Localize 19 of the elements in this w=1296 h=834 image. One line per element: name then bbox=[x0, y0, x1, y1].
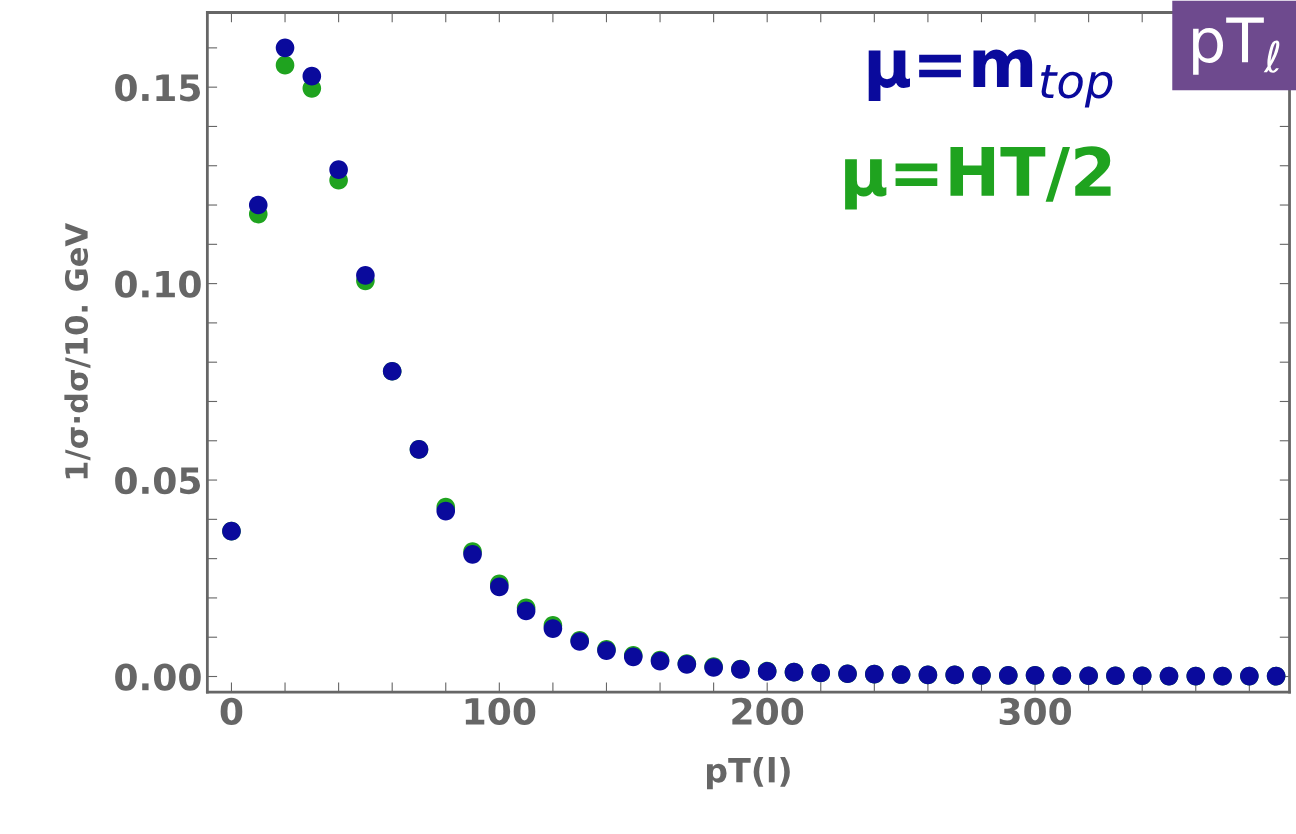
y-tick-label: 0.15 bbox=[115, 74, 200, 102]
text: μ=HT/2 bbox=[845, 146, 1111, 210]
x-axis-title: pT(l) bbox=[706, 757, 790, 790]
point bbox=[329, 160, 348, 179]
x-tick-label: 0 bbox=[220, 697, 243, 726]
annotation: pT$_{ℓ}$ bbox=[1193, 17, 1280, 75]
y-tick-label: 0.10 bbox=[115, 270, 201, 298]
y-tick-label: 0.00 bbox=[115, 663, 201, 691]
point bbox=[275, 38, 295, 58]
y-tick-label: 0.05 bbox=[115, 466, 200, 495]
point bbox=[356, 266, 375, 285]
y-axis-title: 1/σ·dσ/10. GeV bbox=[64, 223, 91, 479]
point bbox=[302, 66, 322, 86]
point bbox=[275, 55, 295, 75]
text: μ=m$_{top}$ bbox=[868, 49, 1113, 108]
x-tick-label: 100 bbox=[465, 697, 536, 726]
point bbox=[248, 195, 268, 215]
x-tick-label: 300 bbox=[999, 697, 1072, 726]
x-tick-label: 200 bbox=[732, 697, 804, 726]
